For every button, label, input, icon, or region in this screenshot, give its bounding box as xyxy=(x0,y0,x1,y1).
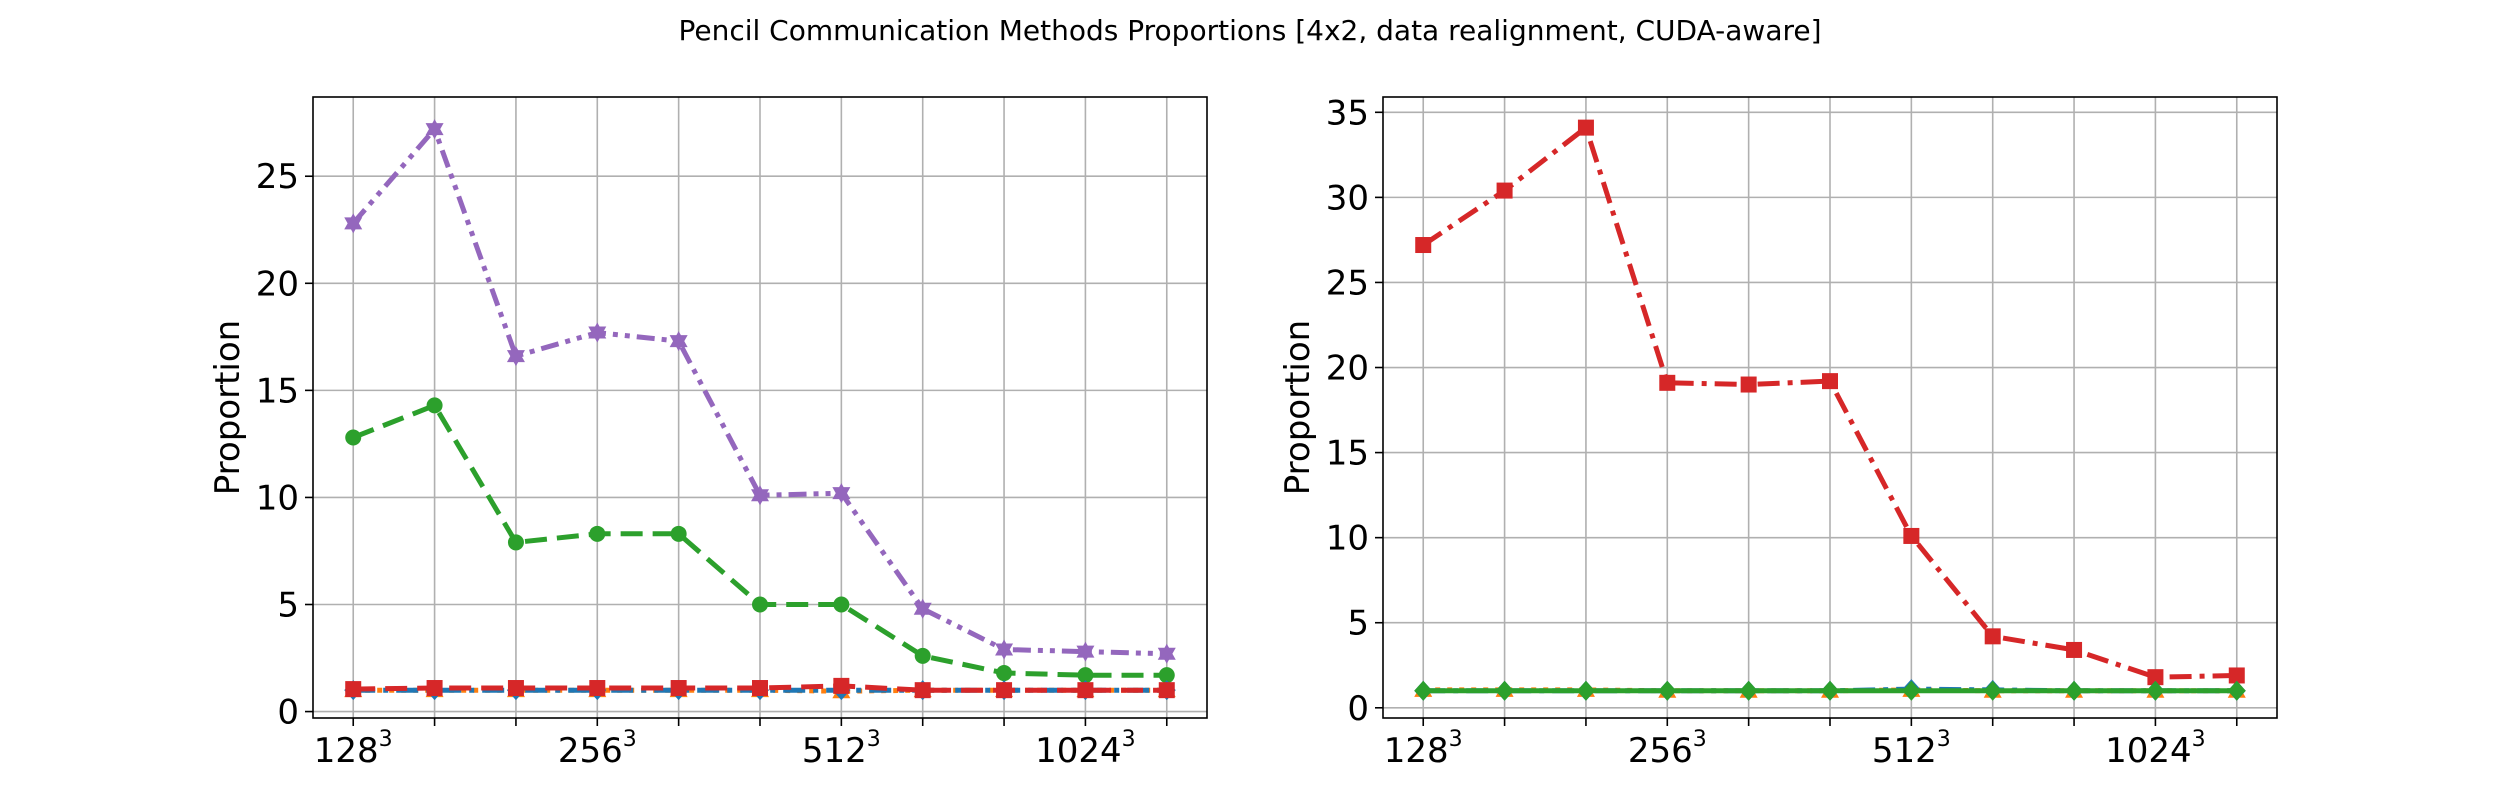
series-0-point xyxy=(1415,237,1432,254)
series-3-point xyxy=(1821,680,1839,701)
series-0-point xyxy=(751,485,769,506)
series-0-point xyxy=(2066,641,2083,658)
series-0-point xyxy=(588,322,607,343)
series-4-point xyxy=(914,682,931,699)
series-0-point xyxy=(669,331,688,352)
series-3-point xyxy=(1414,680,1433,701)
y-tick-label: 0 xyxy=(277,693,299,733)
series-4-point xyxy=(1077,682,1094,699)
series-0-line xyxy=(351,126,1167,657)
series-1-point xyxy=(996,665,1013,682)
y-axis-label: Proportion xyxy=(208,320,248,495)
series-4-point xyxy=(670,680,687,697)
x-tick-label: 5123 xyxy=(802,727,881,771)
y-tick-label: 35 xyxy=(1326,93,1369,133)
series-3-point xyxy=(1902,680,1921,701)
series-0-point xyxy=(506,346,525,367)
y-tick-label: 15 xyxy=(256,371,299,411)
y-tick-label: 20 xyxy=(1326,349,1369,389)
x-tick-label: 10243 xyxy=(2105,727,2206,771)
x-tick-label: 2563 xyxy=(558,727,637,771)
series-4-point xyxy=(833,677,850,694)
series-4-point xyxy=(996,682,1013,699)
series-4-point xyxy=(345,681,362,698)
series-0-point xyxy=(1496,182,1513,199)
series-4-line xyxy=(353,683,1167,693)
series-0-point xyxy=(832,483,851,504)
series-4-point xyxy=(507,680,524,697)
series-0-point xyxy=(1822,373,1838,390)
y-tick-label: 5 xyxy=(1347,604,1369,644)
series-0-point xyxy=(1577,119,1594,136)
series-1-point xyxy=(752,596,768,613)
y-tick-label: 5 xyxy=(277,586,299,626)
series-3-point xyxy=(1658,680,1677,701)
series-0-point xyxy=(913,598,932,619)
series-4-point xyxy=(426,680,443,697)
plot-frame xyxy=(312,96,1208,719)
series-3-point xyxy=(1983,680,2002,701)
series-0-point xyxy=(1157,643,1176,664)
series-3-point xyxy=(1576,680,1595,701)
series-0-point xyxy=(2147,669,2164,686)
series-3-point xyxy=(2227,680,2246,701)
y-tick-label: 20 xyxy=(256,264,299,304)
y-tick-label: 25 xyxy=(256,157,299,197)
series-0-point xyxy=(1903,527,1920,544)
y-tick-label: 10 xyxy=(256,478,299,518)
series-1-point xyxy=(1077,667,1094,684)
y-tick-label: 0 xyxy=(1347,689,1369,729)
series-4-point xyxy=(752,680,768,697)
plot-frame xyxy=(1382,96,2278,719)
y-axis-label: Proportion xyxy=(1278,320,1318,495)
series-4-point xyxy=(589,680,606,697)
y-tick-label: 15 xyxy=(1326,434,1369,474)
series-1-point xyxy=(345,429,362,446)
y-tick-label: 30 xyxy=(1326,178,1369,218)
series-1-point xyxy=(914,647,931,664)
series-0-point xyxy=(1659,374,1676,391)
series-0-point xyxy=(1076,641,1095,662)
series-3-point xyxy=(1495,680,1514,701)
right-chart: 0 5 10 15 20 25 30 35 1283 2563 5123 10243 Proportio… xyxy=(1278,93,2278,771)
left-chart: 0 5 10 15 20 25 1283 2563 5123 10243 Proportion xyxy=(208,96,1208,771)
series-3-point xyxy=(2146,680,2165,701)
y-tick-label: 25 xyxy=(1326,263,1369,303)
series-0-point xyxy=(344,213,363,234)
series-0-point xyxy=(995,639,1014,660)
series-1-point xyxy=(507,534,524,551)
x-tick-label: 2563 xyxy=(1628,727,1707,771)
series-0-line xyxy=(1421,125,2237,680)
series-0-point xyxy=(425,119,444,140)
y-tick-label: 10 xyxy=(1326,519,1369,559)
series-1-point xyxy=(589,525,606,542)
series-4-point xyxy=(1158,682,1175,699)
series-0-point xyxy=(1740,376,1757,393)
series-0-point xyxy=(1984,628,2001,645)
x-tick-label: 1283 xyxy=(1384,727,1463,771)
series-3-point xyxy=(2065,680,2084,701)
x-tick-label: 1283 xyxy=(314,727,393,771)
figure-title: Pencil Communication Methods Proportions… xyxy=(678,14,1821,47)
x-tick-label: 10243 xyxy=(1035,727,1136,771)
x-tick-label: 5123 xyxy=(1872,727,1951,771)
series-1-point xyxy=(1158,667,1175,684)
series-1-point xyxy=(426,397,443,414)
series-1-point xyxy=(670,525,687,542)
series-3-point xyxy=(1739,680,1758,701)
series-1-point xyxy=(833,596,850,613)
series-0-point xyxy=(2228,667,2245,684)
